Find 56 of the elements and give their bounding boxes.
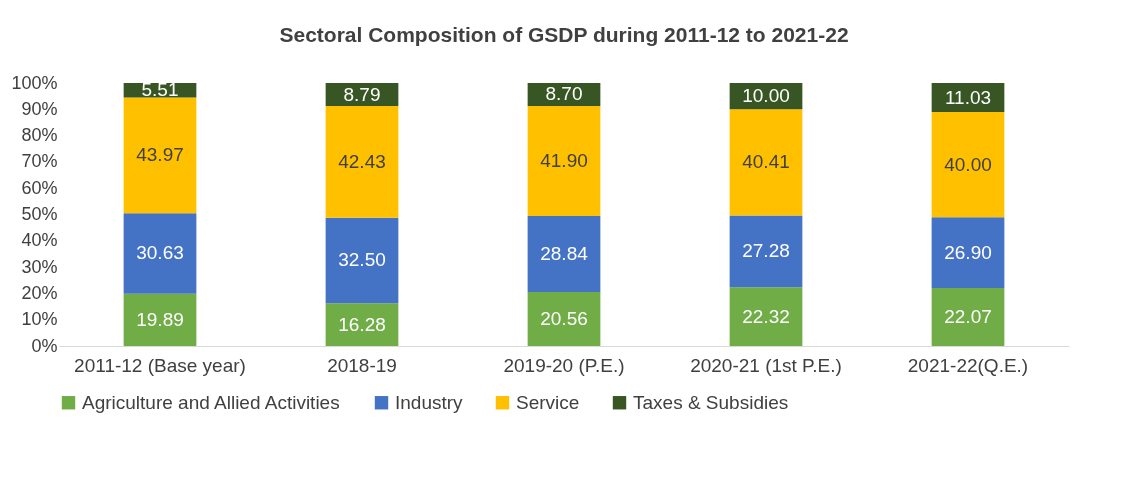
x-tick-label: 2019-20 (P.E.) — [503, 354, 625, 376]
x-tick-label: 2021-22(Q.E.) — [907, 354, 1029, 376]
bar — [527, 216, 601, 292]
data-label: 42.43 — [338, 150, 386, 172]
data-label: 8.70 — [545, 83, 583, 105]
data-label: 11.03 — [944, 86, 992, 108]
bar — [123, 213, 197, 294]
bar — [325, 303, 399, 346]
x-tick-label: 2020-21 (1st P.E.) — [690, 354, 842, 376]
y-tick-label: 80% — [21, 125, 58, 146]
y-tick-label: 60% — [21, 177, 58, 198]
bar — [123, 97, 197, 214]
bar — [931, 217, 1005, 288]
data-label: 27.28 — [742, 240, 790, 262]
data-label: 22.32 — [742, 305, 790, 327]
bar — [527, 291, 601, 346]
chart-title: Sectoral Composition of GSDP during 2011-12 to 2021-22 — [279, 23, 849, 46]
y-tick-label: 70% — [21, 151, 58, 172]
x-tick-label: 2011-12 (Base year) — [74, 354, 246, 376]
y-tick-label: 90% — [21, 98, 58, 119]
data-label: 43.97 — [136, 144, 184, 166]
y-tick-label: 50% — [21, 204, 58, 224]
data-label: 32.50 — [338, 249, 386, 271]
legend-label: Service — [516, 391, 580, 413]
y-tick-label: 30% — [21, 256, 58, 277]
bar — [729, 109, 803, 216]
bar — [325, 106, 399, 218]
bar — [729, 287, 803, 346]
y-tick-label: 40% — [21, 230, 58, 251]
data-label: 5.51 — [141, 79, 179, 101]
data-label: 22.07 — [944, 305, 992, 327]
bar — [931, 112, 1005, 218]
data-label: 20.56 — [540, 307, 588, 329]
data-label: 40.41 — [742, 151, 790, 173]
bar — [123, 293, 197, 346]
data-label: 10.00 — [742, 85, 790, 107]
bar — [325, 217, 399, 304]
bar — [729, 215, 803, 288]
data-label: 28.84 — [540, 243, 589, 264]
data-label: 8.79 — [343, 83, 381, 105]
data-label: 26.90 — [944, 241, 992, 263]
y-tick-label: 10% — [21, 309, 58, 330]
y-tick-label: 0% — [31, 335, 58, 356]
bar — [527, 105, 601, 217]
y-tick-label: 20% — [21, 282, 58, 303]
x-tick-label: 2018-19 — [327, 354, 397, 376]
bar — [931, 287, 1005, 346]
data-label: 41.90 — [540, 149, 588, 171]
legend-label: Taxes & Subsidies — [633, 391, 789, 413]
data-label: 30.63 — [136, 242, 184, 264]
legend-label: Agriculture and Allied Activities — [82, 391, 340, 413]
legend-label: Industry — [395, 391, 464, 413]
data-label: 40.00 — [944, 153, 992, 175]
data-label: 16.28 — [338, 313, 386, 335]
y-tick-label: 100% — [11, 72, 58, 93]
data-label: 19.89 — [136, 308, 184, 330]
